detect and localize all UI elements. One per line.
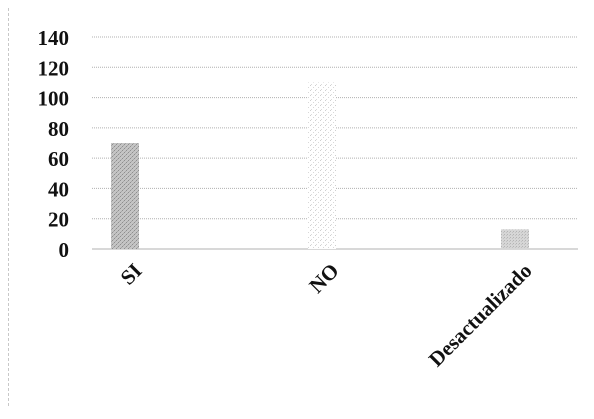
y-tick-label: 120 [38, 56, 70, 80]
y-tick-label: 140 [38, 26, 70, 50]
x-tick-label: NO [304, 259, 343, 298]
y-tick-label: 40 [48, 177, 69, 201]
bar-desactualizado [501, 229, 529, 249]
y-tick-label: 0 [59, 238, 70, 262]
bar-no [308, 82, 336, 249]
bar-si [111, 143, 139, 249]
y-tick-label: 20 [48, 208, 69, 232]
y-tick-label: 60 [48, 147, 69, 171]
x-axis-labels: SI NO Desactualizado [116, 259, 537, 372]
y-tick-label: 100 [38, 87, 70, 111]
x-tick-label: SI [116, 259, 147, 290]
y-axis-ticks: 0 20 40 60 80 100 120 140 [38, 26, 70, 262]
bars [111, 82, 529, 249]
x-tick-label: Desactualizado [424, 259, 537, 372]
left-border-rule [8, 8, 9, 406]
y-tick-label: 80 [48, 117, 69, 141]
